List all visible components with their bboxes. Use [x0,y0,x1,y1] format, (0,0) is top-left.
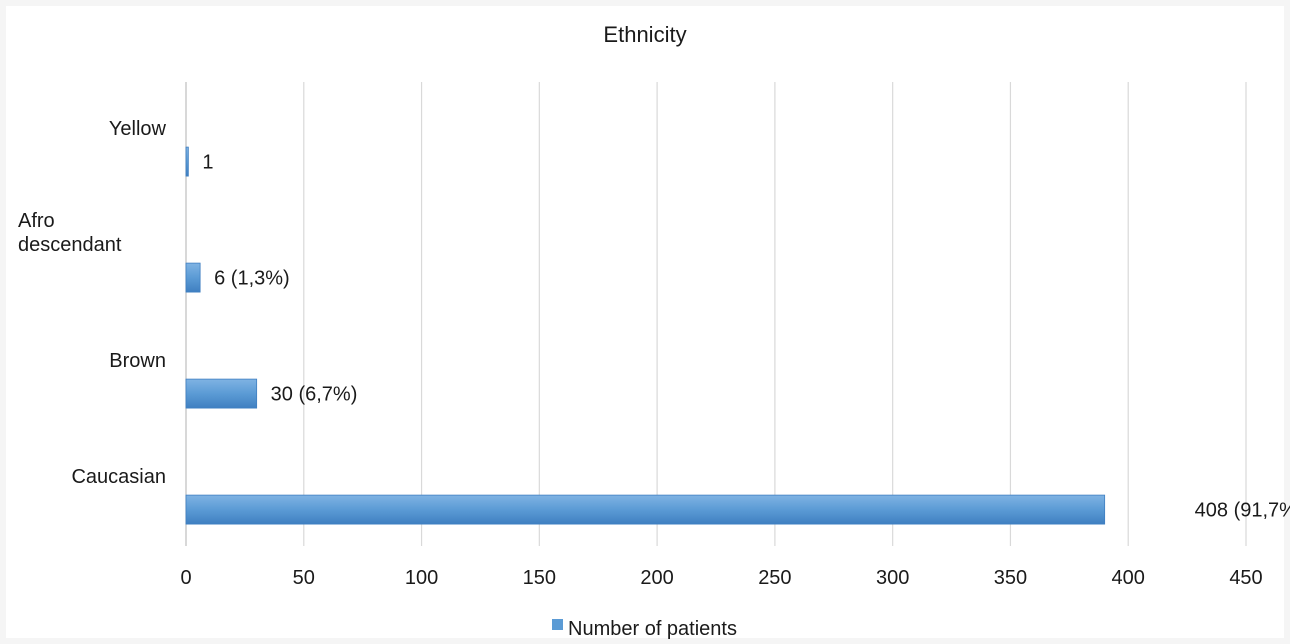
chart-frame [6,6,1284,638]
chart-title: Ethnicity [603,22,686,47]
x-tick-label: 0 [180,567,191,589]
category-labels: Yellow Afro descendant Brown Caucasian [18,118,167,488]
x-tick-label: 450 [1229,567,1262,589]
x-tick-label: 250 [758,567,791,589]
category-label: Caucasian [71,466,166,488]
bar [185,494,1106,525]
data-label: 30 (6,7%) [271,384,358,406]
x-axis-tick-labels: 0 50 100 150 200 250 300 350 400 450 [180,567,1262,589]
x-tick-label: 150 [523,567,556,589]
x-tick-label: 400 [1112,567,1145,589]
bar [185,146,189,177]
category-label: Yellow [109,118,167,140]
x-tick-label: 200 [640,567,673,589]
data-label: 6 (1,3%) [214,268,290,290]
x-tick-label: 100 [405,567,438,589]
bars [185,146,1106,525]
data-label: 1 [202,152,213,174]
legend-label: Number of patients [568,618,737,640]
data-label: 408 (91,7%) [1195,500,1290,522]
legend-swatch [552,619,563,630]
legend: Number of patients [552,618,737,640]
x-tick-label: 350 [994,567,1027,589]
x-tick-label: 300 [876,567,909,589]
category-label: Afro descendant [18,210,122,256]
category-label: Brown [109,350,166,372]
data-labels: 1 6 (1,3%) 30 (6,7%) 408 (91,7%) [202,152,1290,522]
gridlines [185,82,1247,546]
x-tick-label: 50 [293,567,315,589]
bar [185,262,201,293]
bar [185,378,258,409]
